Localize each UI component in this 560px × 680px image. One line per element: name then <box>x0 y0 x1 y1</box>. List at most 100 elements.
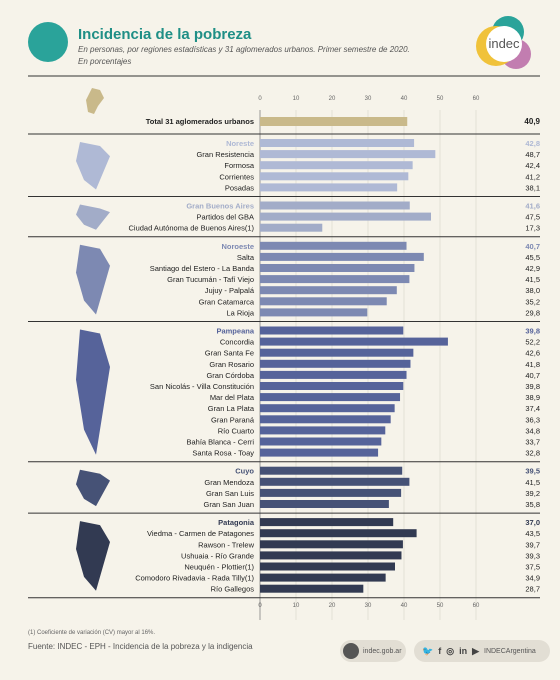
tick-label-50: 50 <box>437 96 444 102</box>
bar <box>260 415 391 424</box>
label-city: Ushuaia - Río Grande <box>181 551 254 560</box>
puzzle-icon <box>28 22 68 62</box>
bar-region <box>260 466 403 475</box>
bar <box>260 252 424 261</box>
label-city: Viedma - Carmen de Patagones <box>147 529 254 538</box>
bar <box>260 161 413 170</box>
bar <box>260 551 402 560</box>
tick-label-30: 30 <box>365 96 372 102</box>
social-handle: INDECArgentina <box>484 647 536 655</box>
bar <box>260 275 410 284</box>
argentina-map-icon <box>86 88 104 114</box>
tick-label-bottom-10: 10 <box>293 603 300 609</box>
value-city: 35,2 <box>525 297 540 306</box>
value-city: 37,5 <box>525 563 540 572</box>
tick-label-bottom-40: 40 <box>401 603 408 609</box>
label-city: Gran La Plata <box>208 404 255 413</box>
label-city: Santa Rosa - Toay <box>192 449 254 458</box>
bar <box>260 448 379 457</box>
value-city: 47,5 <box>525 213 540 222</box>
label-city: Partidos del GBA <box>196 213 254 222</box>
instagram-icon[interactable]: ◎ <box>446 645 455 656</box>
tick-label-bottom-0: 0 <box>258 603 262 609</box>
value-city: 32,8 <box>525 449 540 458</box>
value-region: 37,0 <box>525 518 540 527</box>
label-city: Neuquén - Plottier(1) <box>184 563 254 572</box>
linkedin-icon[interactable]: in <box>459 646 468 656</box>
label-region: Gran Buenos Aires <box>186 202 254 211</box>
value-city: 17,3 <box>525 224 540 233</box>
source-note: Fuente: INDEC - EPH - Incidencia de la p… <box>28 642 253 651</box>
label-city: Gran Catamarca <box>199 297 255 306</box>
social-links[interactable]: 🐦 f ◎ in ▶ INDECArgentina <box>414 640 550 662</box>
footnote: (1) Coeficiente de variación (CV) mayor … <box>28 630 156 636</box>
bar <box>260 540 403 549</box>
value-city: 39,3 <box>525 551 540 560</box>
value-city: 34,8 <box>525 426 540 435</box>
bar <box>260 359 411 368</box>
label-city: Gran San Juan <box>204 500 254 509</box>
value-city: 35,8 <box>525 500 540 509</box>
bar <box>260 529 417 538</box>
label-city: Gran Tucumán - Tafí Viejo <box>167 275 254 284</box>
bar-total <box>260 117 408 126</box>
label-city: Gran Santa Fe <box>205 349 254 358</box>
value-city: 39,7 <box>525 540 540 549</box>
label-city: Ciudad Autónoma de Buenos Aires(1) <box>129 224 255 233</box>
label-region: Pampeana <box>216 327 254 336</box>
bar <box>260 348 414 357</box>
bar <box>260 584 364 593</box>
value-city: 38,1 <box>525 183 540 192</box>
bar <box>260 150 436 159</box>
tick-label-20: 20 <box>329 96 336 102</box>
tick-label-0: 0 <box>258 96 262 102</box>
label-city: Gran Rosario <box>209 360 254 369</box>
youtube-icon[interactable]: ▶ <box>472 645 479 656</box>
value-city: 36,3 <box>525 415 540 424</box>
website-link[interactable]: indec.gob.ar <box>340 640 406 662</box>
bar-region <box>260 518 394 527</box>
page-subtitle: En personas, por regiones estadísticas y… <box>78 44 458 68</box>
value-region: 40,7 <box>525 242 540 251</box>
twitter-icon[interactable]: 🐦 <box>422 645 434 656</box>
value-city: 45,5 <box>525 253 540 262</box>
bar <box>260 183 398 192</box>
label-city: Rawson - Trelew <box>198 540 254 549</box>
value-city: 29,8 <box>525 308 540 317</box>
value-region: 42,8 <box>525 139 540 148</box>
label-city: Posadas <box>225 183 254 192</box>
value-city: 33,7 <box>525 438 540 447</box>
tick-label-40: 40 <box>401 96 408 102</box>
label-city: Bahía Blanca - Cerri <box>186 438 254 447</box>
facebook-icon[interactable]: f <box>438 646 442 656</box>
bar <box>260 426 386 435</box>
value-total: 40,9 <box>524 117 540 126</box>
label-city: Jujuy - Palpalá <box>205 286 255 295</box>
bar <box>260 212 431 221</box>
label-city: Santiago del Estero - La Banda <box>150 264 255 273</box>
value-region: 41,6 <box>525 202 540 211</box>
bar <box>260 223 323 232</box>
bar <box>260 297 387 306</box>
bar <box>260 370 407 379</box>
page-title: Incidencia de la pobreza <box>78 26 252 43</box>
value-city: 41,8 <box>525 360 540 369</box>
bar <box>260 562 395 571</box>
bar <box>260 172 409 181</box>
gba-map-icon <box>76 204 110 230</box>
bar <box>260 500 389 508</box>
value-city: 42,4 <box>525 161 540 170</box>
value-city: 37,4 <box>525 404 540 413</box>
label-city: Salta <box>237 253 255 262</box>
label-city: Corrientes <box>219 172 254 181</box>
value-city: 52,2 <box>525 338 540 347</box>
value-city: 39,2 <box>525 489 540 498</box>
bar <box>260 393 401 402</box>
label-region: Noroeste <box>221 242 254 251</box>
noroeste-map-icon <box>76 244 110 315</box>
label-total: Total 31 aglomerados urbanos <box>146 117 254 126</box>
label-region: Patagonia <box>218 518 255 527</box>
value-city: 41,5 <box>525 275 540 284</box>
logo-text: indec <box>488 36 520 51</box>
